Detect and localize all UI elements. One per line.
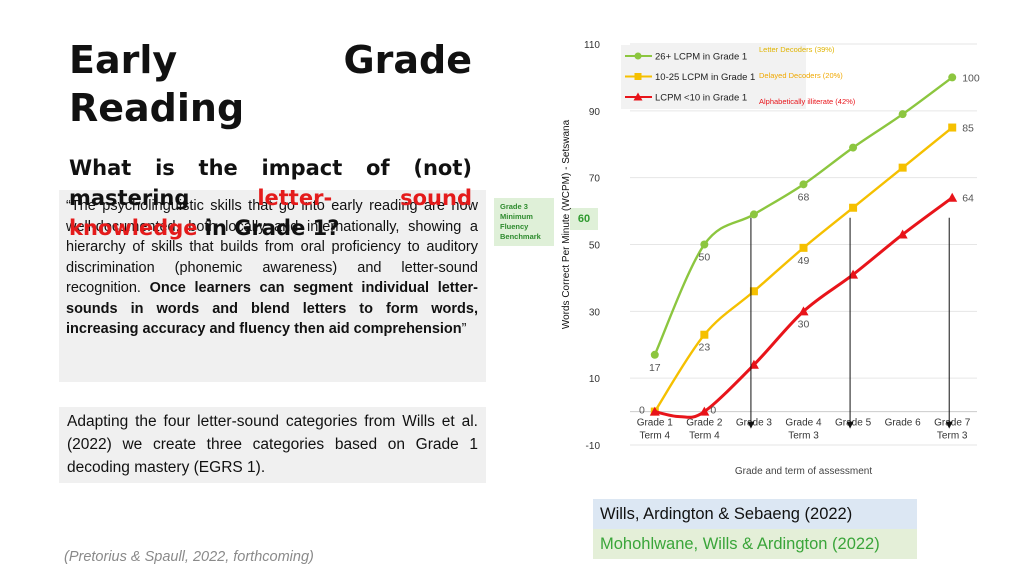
- data-point: [799, 180, 808, 189]
- legend-marker: [633, 92, 643, 101]
- data-label: 85: [962, 123, 974, 135]
- legend-category-label: Letter Decoders (39%): [759, 45, 835, 54]
- legend-entry: LCPM <10 in Grade 1: [655, 93, 747, 104]
- legend-marker: [634, 73, 642, 80]
- data-point: [699, 406, 710, 416]
- question-line-2: mastering letter- sound: [69, 183, 472, 213]
- y-tick-label: 30: [589, 307, 601, 318]
- x-tick-sublabel: Term 4: [689, 431, 720, 442]
- y-tick-label: 70: [589, 174, 601, 185]
- data-label: 0: [639, 405, 645, 417]
- x-tick-label: Grade 3: [736, 418, 773, 429]
- series-line-2: [653, 126, 953, 413]
- quote-text: “The psycholinguistic skills that go int…: [66, 198, 478, 296]
- adaptation-note: Adapting the four letter-sound categorie…: [59, 407, 486, 483]
- title-word-grade: Grade: [343, 38, 472, 82]
- reference-wills-ardington-sebaeng: Wills, Ardington & Sebaeng (2022): [593, 499, 917, 529]
- legend-entry: 26+ LCPM in Grade 1: [655, 52, 747, 63]
- data-point: [849, 143, 858, 152]
- data-label: 100: [962, 72, 980, 84]
- arrow-head: [747, 421, 755, 429]
- data-label: 30: [798, 318, 810, 330]
- question-line-1: What is the impact of (not): [69, 156, 472, 180]
- benchmark-label: Grade 3 Minimum Fluency Benchmark: [494, 198, 554, 246]
- arrow-head: [846, 421, 854, 429]
- data-label: 68: [798, 191, 810, 203]
- data-point: [650, 350, 659, 359]
- data-point: [649, 406, 660, 416]
- quote-bold-text: Once learners can segment individual let…: [66, 280, 478, 337]
- data-point: [849, 203, 858, 212]
- data-point: [700, 330, 709, 339]
- question-line-3: knowledge in Grade 1?: [69, 213, 472, 243]
- data-point: [748, 359, 759, 369]
- data-point: [948, 123, 957, 132]
- legend-entry: 10-25 LCPM in Grade 1: [655, 72, 755, 83]
- slide-question: What is the impact of (not) mastering le…: [69, 153, 472, 243]
- x-tick-label: Grade 1: [637, 418, 674, 429]
- data-label: 49: [798, 255, 810, 267]
- title-word-reading: Reading: [69, 86, 245, 130]
- y-tick-label: 10: [589, 374, 601, 385]
- data-point: [947, 192, 958, 202]
- title-word-early: Early: [69, 38, 178, 82]
- data-point: [749, 287, 758, 296]
- x-tick-label: Grade 2: [686, 418, 723, 429]
- quote-box: “The psycholinguistic skills that go int…: [59, 190, 486, 382]
- benchmark-value: 60: [570, 208, 598, 230]
- data-label: 0: [710, 405, 716, 417]
- quote-close: ”: [461, 321, 467, 337]
- reference-mohohlwane-wills-ardington: Mohohlwane, Wills & Ardington (2022): [593, 529, 917, 559]
- question-word-mastering: mastering: [69, 186, 190, 210]
- x-tick-label: Grade 6: [885, 418, 922, 429]
- data-point: [897, 229, 908, 239]
- data-point: [898, 163, 907, 172]
- x-tick-label: Grade 5: [835, 418, 872, 429]
- x-tick-label: Grade 7: [934, 418, 971, 429]
- data-point: [898, 110, 907, 119]
- reading-fluency-line-chart: -10 10 30 50 70 90 110 Grade 1 Term 4 Grade 2 Term…: [561, 40, 980, 477]
- x-axis-title: Grade and term of assessment: [735, 466, 873, 477]
- data-point: [799, 243, 808, 252]
- y-tick-label: -10: [586, 441, 601, 452]
- data-point: [948, 73, 957, 82]
- x-tick-label: Grade 4: [785, 418, 822, 429]
- y-tick-label: 90: [589, 107, 601, 118]
- x-tick-sublabel: Term 3: [937, 431, 968, 442]
- x-tick-sublabel: Term 4: [640, 431, 671, 442]
- citation-footnote: (Pretorius & Spaull, 2022, forthcoming): [64, 549, 314, 565]
- data-label: 50: [699, 252, 711, 264]
- question-word-sound: sound: [400, 186, 472, 210]
- y-axis-title: Words Correct Per Minute (WCPM) - Setswa…: [561, 119, 572, 329]
- data-point: [749, 210, 758, 219]
- question-word-letter: letter-: [257, 186, 333, 210]
- arrow-head: [945, 421, 953, 429]
- slide-title: Early Grade Reading: [69, 36, 472, 132]
- legend-category-label: Alphabetically illiterate (42%): [759, 97, 856, 106]
- y-tick-label: 110: [584, 40, 600, 51]
- data-label: 64: [962, 193, 974, 205]
- legend-marker: [634, 52, 642, 60]
- question-word-knowledge: knowledge: [69, 216, 198, 240]
- data-point: [700, 240, 709, 249]
- y-tick-label: 50: [589, 241, 601, 252]
- data-point: [798, 306, 809, 316]
- x-tick-sublabel: Term 3: [788, 431, 819, 442]
- data-label: 23: [699, 342, 711, 354]
- data-label: 17: [649, 362, 661, 374]
- question-word-grade1: in Grade 1?: [197, 216, 340, 240]
- series-line-3: [654, 196, 954, 419]
- legend-category-label: Delayed Decoders (20%): [759, 71, 843, 80]
